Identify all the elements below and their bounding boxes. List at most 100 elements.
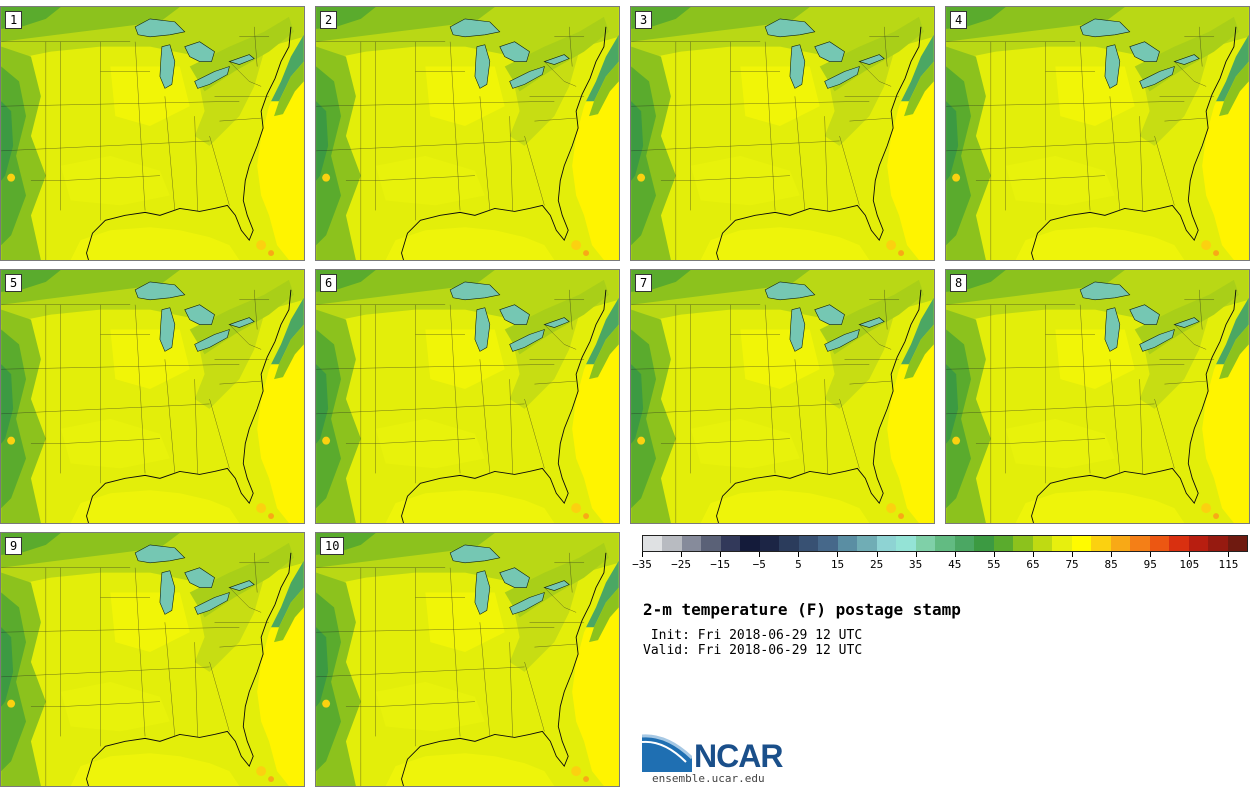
temperature-map xyxy=(1,7,304,260)
temperature-map xyxy=(631,270,934,523)
colorbar-tick xyxy=(1072,552,1074,557)
panel-label: 7 xyxy=(635,274,653,292)
map-panel-5: 5 xyxy=(0,269,305,524)
colorbar-tick-label: 75 xyxy=(1065,558,1079,571)
temperature-map xyxy=(946,270,1249,523)
colorbar-swatch xyxy=(1032,536,1053,551)
temperature-colorbar xyxy=(642,535,1248,552)
colorbar-tick-label: 15 xyxy=(830,558,845,571)
colorbar-tick xyxy=(837,552,839,557)
colorbar-tick-label: 45 xyxy=(948,558,962,571)
colorbar-swatch xyxy=(1013,536,1033,551)
panel-label: 1 xyxy=(5,11,23,29)
colorbar-tick xyxy=(1150,552,1152,557)
colorbar-tick-label: −25 xyxy=(671,558,692,571)
valid-time: Valid: Fri 2018-06-29 12 UTC xyxy=(643,643,863,658)
temperature-map xyxy=(631,7,934,260)
panel-label: 2 xyxy=(320,11,338,29)
colorbar-swatch xyxy=(1188,536,1209,551)
map-panel-9: 9 xyxy=(0,532,305,787)
colorbar-swatch xyxy=(915,536,936,551)
colorbar-swatch xyxy=(1110,536,1131,551)
colorbar-swatch xyxy=(740,536,760,551)
colorbar-tick-label: 85 xyxy=(1104,558,1118,571)
map-panel-6: 6 xyxy=(315,269,620,524)
colorbar-swatch xyxy=(681,536,702,551)
colorbar-swatch xyxy=(720,536,741,551)
colorbar-swatch xyxy=(896,536,916,551)
panel-label: 10 xyxy=(320,537,345,555)
temperature-map xyxy=(1,270,304,523)
colorbar-swatch xyxy=(1091,536,1111,551)
panel-label: 6 xyxy=(320,274,338,292)
colorbar-swatch xyxy=(876,536,897,551)
colorbar-tick xyxy=(1111,552,1113,557)
init-time: Init: Fri 2018-06-29 12 UTC xyxy=(643,628,863,643)
colorbar-tick xyxy=(720,552,722,557)
colorbar-tick-label: 95 xyxy=(1143,558,1157,571)
colorbar-swatch xyxy=(818,536,838,551)
colorbar-swatch xyxy=(701,536,721,551)
colorbar-swatch xyxy=(1227,536,1248,551)
panel-label: 8 xyxy=(950,274,968,292)
colorbar-swatch xyxy=(779,536,799,551)
colorbar-tick xyxy=(954,552,956,557)
figure-title: 2-m temperature (F) postage stamp xyxy=(643,600,961,619)
colorbar-tick-label: 65 xyxy=(1026,558,1040,571)
colorbar-swatch xyxy=(935,536,955,551)
panel-label: 3 xyxy=(635,11,653,29)
colorbar-tick xyxy=(798,552,800,557)
colorbar-tick-label: −35 xyxy=(632,558,652,571)
colorbar-tick-label: −15 xyxy=(710,558,731,571)
colorbar-tick xyxy=(681,552,683,557)
colorbar-tick xyxy=(642,552,643,557)
temperature-map xyxy=(946,7,1249,260)
panel-label: 5 xyxy=(5,274,23,292)
colorbar-tick xyxy=(1032,552,1034,557)
colorbar-swatch xyxy=(1208,536,1228,551)
colorbar-tick-label: 55 xyxy=(987,558,1001,571)
colorbar-tick xyxy=(1228,552,1230,557)
colorbar-tick xyxy=(759,552,761,557)
temperature-map xyxy=(316,533,619,786)
ncar-swoosh-icon xyxy=(642,734,692,772)
temperature-map xyxy=(1,533,304,786)
colorbar-tick-label: 105 xyxy=(1179,558,1200,571)
map-panel-4: 4 xyxy=(945,6,1250,261)
logo-url: ensemble.ucar.edu xyxy=(652,772,765,785)
map-panel-2: 2 xyxy=(315,6,620,261)
panel-label: 9 xyxy=(5,537,23,555)
map-panel-3: 3 xyxy=(630,6,935,261)
colorbar-tick xyxy=(1189,552,1191,557)
colorbar-swatch xyxy=(643,536,663,551)
temperature-map xyxy=(316,270,619,523)
colorbar-swatch xyxy=(1071,536,1092,551)
colorbar-swatch xyxy=(1130,536,1150,551)
map-panel-8: 8 xyxy=(945,269,1250,524)
colorbar-swatch xyxy=(759,536,780,551)
colorbar-swatch xyxy=(1052,536,1072,551)
colorbar-swatch xyxy=(974,536,994,551)
colorbar-tick-label: 5 xyxy=(795,558,802,571)
colorbar-swatch xyxy=(662,536,682,551)
colorbar-tick xyxy=(876,552,878,557)
map-panel-1: 1 xyxy=(0,6,305,261)
map-panel-10: 10 xyxy=(315,532,620,787)
temperature-map xyxy=(316,7,619,260)
colorbar-tick xyxy=(915,552,917,557)
colorbar-tick-label: −5 xyxy=(752,558,766,571)
colorbar-tick xyxy=(993,552,995,557)
colorbar-tick-label: 25 xyxy=(869,558,884,571)
colorbar-swatch xyxy=(1169,536,1189,551)
colorbar-swatch xyxy=(798,536,819,551)
colorbar-swatch xyxy=(857,536,877,551)
map-panel-7: 7 xyxy=(630,269,935,524)
colorbar-ticks: −35 −25 −15 −5 5 15 25 35 45 55 65 75 85 95 105 115 xyxy=(632,552,1248,572)
colorbar-tick-label: 115 xyxy=(1218,558,1239,571)
panel-label: 4 xyxy=(950,11,968,29)
colorbar-tick-label: 35 xyxy=(909,558,923,571)
colorbar-swatch xyxy=(1149,536,1170,551)
colorbar-swatch xyxy=(837,536,858,551)
logo-wordmark: NCAR xyxy=(694,738,783,774)
colorbar-swatch xyxy=(993,536,1014,551)
